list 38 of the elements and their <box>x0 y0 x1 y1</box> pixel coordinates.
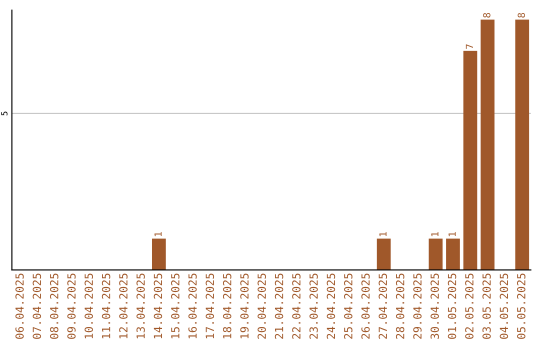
x-tick-label: 16.04.2025 <box>188 274 197 338</box>
x-tick-label: 19.04.2025 <box>240 274 249 338</box>
x-tick-label: 27.04.2025 <box>378 274 388 339</box>
x-tick-label: 29.04.2025 <box>413 274 422 339</box>
data-label: 1 <box>379 232 386 236</box>
data-label: 7 <box>466 44 473 49</box>
x-tick-label: 11.04.2025 <box>102 274 110 338</box>
x-tick-label: 26.04.2025 <box>361 274 370 339</box>
x-tick-label: 23.04.2025 <box>309 274 318 339</box>
x-tick-label: 20.04.2025 <box>258 274 266 339</box>
x-tick-label: 06.04.2025 <box>15 274 24 339</box>
x-tick-label: 02.05.2025 <box>465 274 474 339</box>
x-tick-label: 12.04.2025 <box>119 274 128 338</box>
data-label: 1 <box>448 232 456 236</box>
x-tick-label: 28.04.2025 <box>396 274 404 339</box>
x-tick-label: 24.04.2025 <box>326 274 336 339</box>
x-tick-label: 04.05.2025 <box>500 274 508 339</box>
x-tick-label: 13.04.2025 <box>136 274 145 338</box>
x-tick-label: 18.04.2025 <box>222 274 232 338</box>
x-tick-label: 09.04.2025 <box>67 274 76 339</box>
x-tick-label: 22.04.2025 <box>292 274 301 339</box>
y-tick-label: 5 <box>1 112 8 116</box>
x-tick-label: 17.04.2025 <box>206 274 214 338</box>
x-tick-label: 30.04.2025 <box>430 274 439 339</box>
data-label: 1 <box>154 232 162 236</box>
x-tick-label: 25.04.2025 <box>344 274 352 339</box>
x-tick-label: 01.05.2025 <box>448 274 456 339</box>
x-tick-label: 14.04.2025 <box>154 274 162 338</box>
x-tick-label: 10.04.2025 <box>84 274 93 338</box>
x-tick-label: 05.05.2025 <box>517 274 526 339</box>
x-tick-label: 03.05.2025 <box>482 274 491 339</box>
data-label: 1 <box>431 232 438 236</box>
x-tick-label: 08.04.2025 <box>50 274 58 339</box>
x-tick-label: 07.04.2025 <box>32 274 42 339</box>
data-label: 8 <box>518 12 526 18</box>
data-label: 8 <box>483 12 490 18</box>
x-tick-label: 21.04.2025 <box>274 274 284 339</box>
x-tick-label: 15.04.2025 <box>171 274 180 338</box>
